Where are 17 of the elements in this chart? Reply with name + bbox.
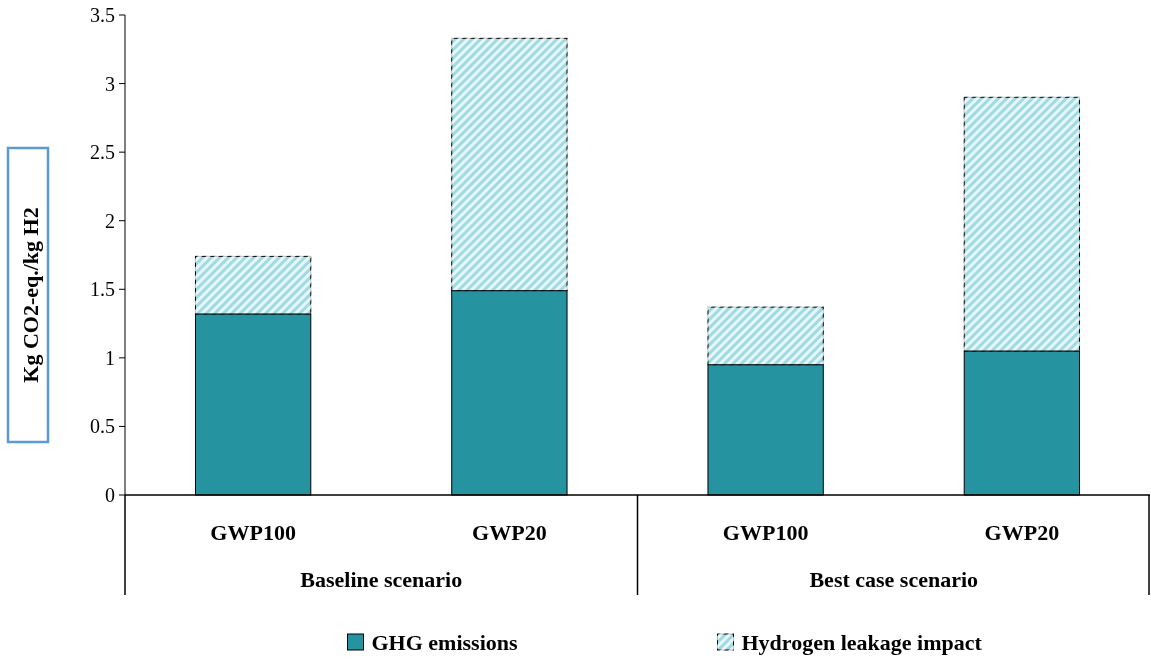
- y-tick-label: 3.5: [90, 4, 115, 26]
- y-axis-title: Kg CO2-eq./kg H2: [18, 207, 44, 383]
- x-tick-label: GWP100: [210, 520, 296, 545]
- y-tick-label: 3: [105, 72, 115, 95]
- y-tick-label: 1.5: [90, 278, 115, 301]
- y-tick-label: 0.5: [90, 415, 115, 438]
- legend-label: Hydrogen leakage impact: [741, 630, 983, 655]
- text: Best case scenario: [809, 567, 979, 592]
- x-tick-label: GWP20: [472, 520, 547, 545]
- y-tick-label: 1: [105, 346, 115, 369]
- x-tick-label: GWP20: [984, 520, 1060, 545]
- y-tick-label: 0: [105, 484, 115, 506]
- x-tick-label: GWP100: [722, 520, 809, 545]
- legend-label: GHG emissions: [371, 630, 519, 655]
- y-tick-label: 2: [105, 209, 115, 232]
- text: Baseline scenario: [300, 567, 463, 592]
- y-tick-label: 2.5: [90, 141, 115, 164]
